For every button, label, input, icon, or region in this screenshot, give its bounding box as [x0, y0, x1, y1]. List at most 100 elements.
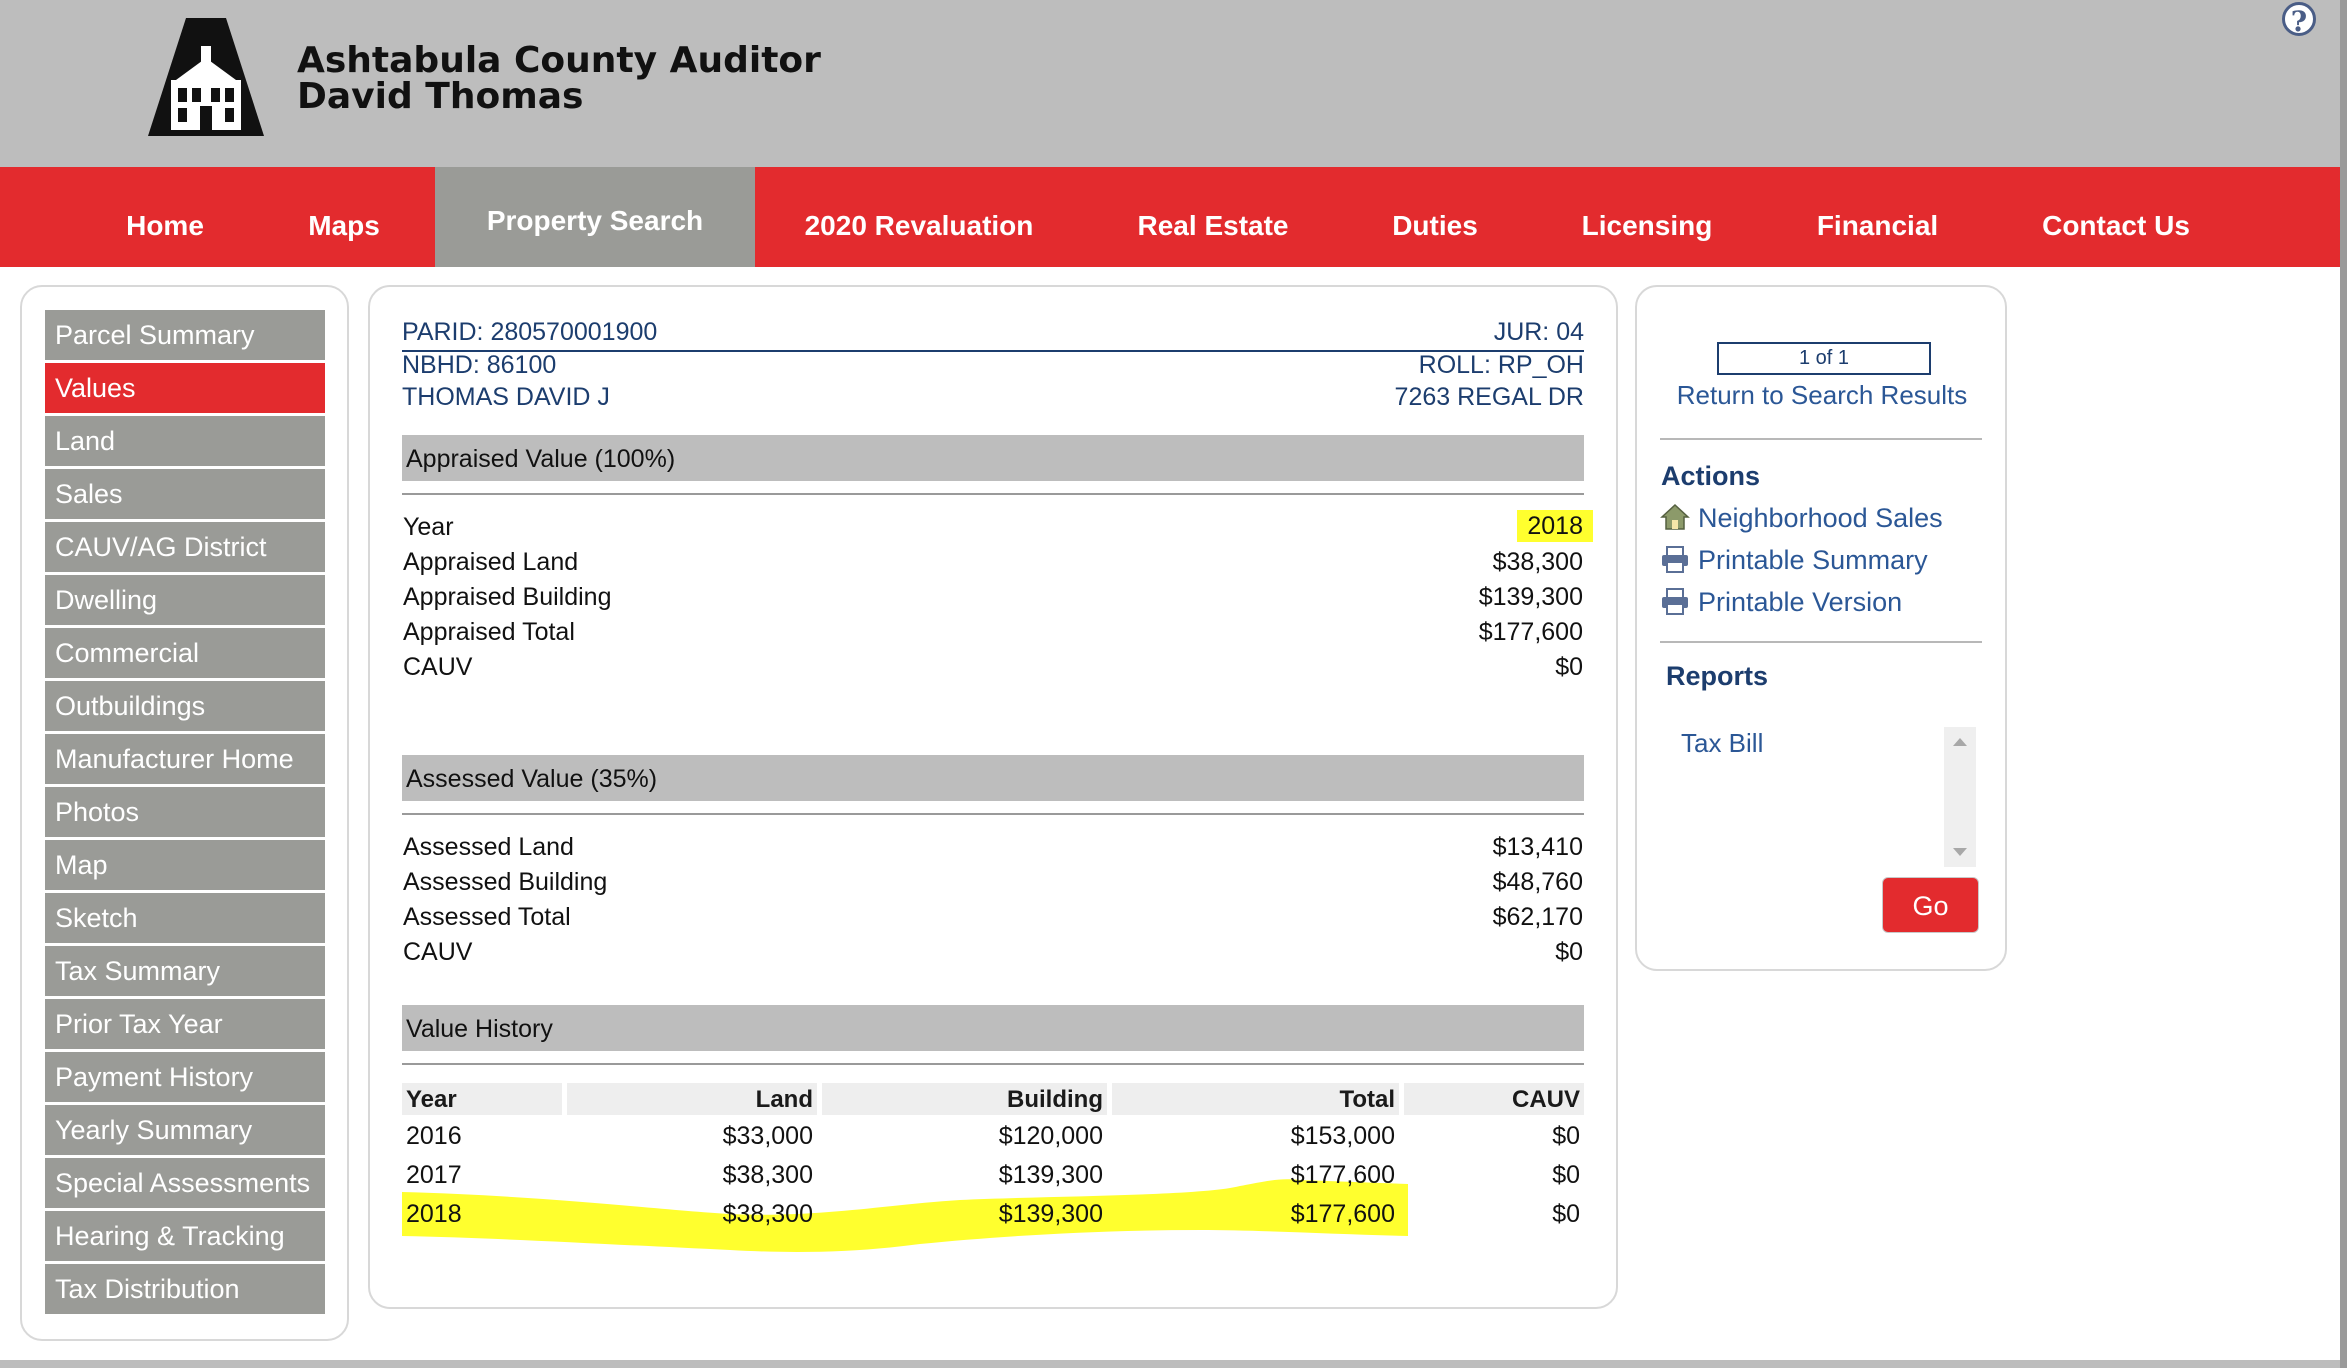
- assessed-total-value: $62,170: [1492, 903, 1583, 931]
- nav-licensing[interactable]: Licensing: [1581, 210, 1713, 241]
- assessed-total-label: Assessed Total: [403, 903, 571, 931]
- value-history-title: Value History: [402, 1005, 1584, 1051]
- owner-name: THOMAS DAVID J: [402, 383, 610, 411]
- property-address: 7263 REGAL DR: [1394, 383, 1584, 411]
- sidebar-item-manufacturer-home[interactable]: Manufacturer Home: [45, 734, 325, 784]
- report-option-tax-bill[interactable]: Tax Bill: [1681, 728, 1764, 758]
- neighborhood-sales-link[interactable]: Neighborhood Sales: [1660, 502, 1943, 534]
- main-nav: Home Maps Property Search 2020 Revaluati…: [0, 167, 2340, 267]
- sidebar-item-land[interactable]: Land: [45, 416, 325, 466]
- parcel-id: PARID: 280570001900: [402, 318, 658, 346]
- reports-listbox[interactable]: [1666, 722, 1978, 868]
- sidebar-item-outbuildings[interactable]: Outbuildings: [45, 681, 325, 731]
- history-col-cauv: CAUV: [1404, 1083, 1584, 1115]
- appraised-year-value: 2018: [1517, 510, 1593, 542]
- nav-financial[interactable]: Financial: [1816, 210, 1939, 241]
- page-bottom-border: [0, 1360, 2340, 1368]
- reports-scrollbar[interactable]: [1944, 727, 1976, 867]
- sidebar-item-hearing-tracking[interactable]: Hearing & Tracking: [45, 1211, 325, 1261]
- sidebar-item-sales[interactable]: Sales: [45, 469, 325, 519]
- sidebar-item-sketch[interactable]: Sketch: [45, 893, 325, 943]
- printable-version-link[interactable]: Printable Version: [1660, 586, 1902, 618]
- record-counter: 1 of 1: [1717, 342, 1931, 375]
- history-col-year: Year: [402, 1083, 562, 1115]
- history-land: $38,300: [722, 1200, 813, 1228]
- history-year: 2016: [406, 1122, 462, 1150]
- history-col-building: Building: [822, 1083, 1107, 1115]
- brand-subtitle: David Thomas: [297, 76, 584, 117]
- scroll-up-icon[interactable]: [1952, 737, 1968, 747]
- site-header: Ashtabula County Auditor David Thomas ?: [0, 0, 2340, 167]
- sidebar-item-payment-history[interactable]: Payment History: [45, 1052, 325, 1102]
- sidebar-item-values[interactable]: Values: [45, 363, 325, 413]
- sidebar-item-map[interactable]: Map: [45, 840, 325, 890]
- history-building: $120,000: [998, 1122, 1103, 1150]
- go-button[interactable]: Go: [1882, 877, 1979, 933]
- nav-home[interactable]: Home: [126, 210, 204, 241]
- highlighted-year: 2018: [1517, 510, 1593, 542]
- history-year: 2018: [406, 1200, 462, 1228]
- sidebar-item-tax-distribution[interactable]: Tax Distribution: [45, 1264, 325, 1314]
- house-icon: [1660, 503, 1690, 530]
- history-col-total: Total: [1112, 1083, 1399, 1115]
- panel-divider: [1660, 438, 1982, 440]
- appraised-total-label: Appraised Total: [403, 618, 575, 646]
- sidebar-item-commercial[interactable]: Commercial: [45, 628, 325, 678]
- printable-version-label: Printable Version: [1698, 587, 1903, 617]
- history-land: $38,300: [722, 1161, 813, 1189]
- assessed-land-value: $13,410: [1492, 833, 1583, 861]
- header-divider: [402, 350, 1584, 352]
- assessed-building-label: Assessed Building: [403, 868, 608, 896]
- appraised-section-title: Appraised Value (100%): [402, 435, 1584, 481]
- nav-duties[interactable]: Duties: [1392, 210, 1478, 241]
- printable-summary-label: Printable Summary: [1698, 545, 1928, 575]
- history-col-land: Land: [567, 1083, 817, 1115]
- section-divider: [402, 1063, 1584, 1065]
- roll: ROLL: RP_OH: [1418, 351, 1584, 379]
- brand-title: Ashtabula County Auditor: [297, 40, 821, 81]
- printable-summary-link[interactable]: Printable Summary: [1660, 544, 1928, 576]
- appraised-land-label: Appraised Land: [403, 548, 579, 576]
- highlighter-mark: [402, 1179, 1408, 1252]
- assessed-section-title: Assessed Value (35%): [402, 755, 1584, 801]
- auditor-logo-icon[interactable]: [146, 18, 266, 136]
- appraised-building-value: $139,300: [1478, 583, 1583, 611]
- nav-property-search[interactable]: Property Search: [435, 167, 755, 267]
- sidebar-item-special-assessments[interactable]: Special Assessments: [45, 1158, 325, 1208]
- history-cauv: $0: [1552, 1161, 1580, 1189]
- sidebar-item-photos[interactable]: Photos: [45, 787, 325, 837]
- scroll-down-icon[interactable]: [1952, 847, 1968, 857]
- reports-heading: Reports: [1666, 661, 1769, 691]
- sidebar-item-prior-tax-year[interactable]: Prior Tax Year: [45, 999, 325, 1049]
- assessed-cauv-label: CAUV: [403, 938, 473, 966]
- panel-divider: [1660, 641, 1982, 643]
- neighborhood-code: NBHD: 86100: [402, 351, 557, 379]
- history-building: $139,300: [998, 1161, 1103, 1189]
- sidebar-item-tax-summary[interactable]: Tax Summary: [45, 946, 325, 996]
- actions-heading: Actions: [1661, 461, 1761, 491]
- nav-contact-us[interactable]: Contact Us: [2042, 210, 2190, 241]
- nav-real-estate[interactable]: Real Estate: [1137, 210, 1289, 241]
- assessed-cauv-value: $0: [1555, 938, 1583, 966]
- sidebar-item-dwelling[interactable]: Dwelling: [45, 575, 325, 625]
- appraised-cauv-value: $0: [1555, 653, 1583, 681]
- jurisdiction: JUR: 04: [1493, 318, 1584, 346]
- sidebar-item-yearly-summary[interactable]: Yearly Summary: [45, 1105, 325, 1155]
- history-total: $177,600: [1290, 1161, 1395, 1189]
- history-total: $153,000: [1290, 1122, 1395, 1150]
- appraised-building-label: Appraised Building: [403, 583, 612, 611]
- history-cauv: $0: [1552, 1200, 1580, 1228]
- sidebar-item-cauv-ag-district[interactable]: CAUV/AG District: [45, 522, 325, 572]
- help-icon[interactable]: ?: [2282, 2, 2316, 38]
- nav-maps[interactable]: Maps: [308, 210, 380, 241]
- printer-icon: [1662, 588, 1688, 615]
- section-divider: [402, 493, 1584, 495]
- return-to-search-link[interactable]: Return to Search Results: [1676, 380, 1968, 410]
- appraised-year-label: Year: [403, 513, 454, 541]
- window-edge: [2340, 0, 2347, 1368]
- history-cauv: $0: [1552, 1122, 1580, 1150]
- nav-2020-revaluation[interactable]: 2020 Revaluation: [804, 210, 1034, 241]
- appraised-cauv-label: CAUV: [403, 653, 473, 681]
- assessed-building-value: $48,760: [1492, 868, 1583, 896]
- sidebar-item-parcel-summary[interactable]: Parcel Summary: [45, 310, 325, 360]
